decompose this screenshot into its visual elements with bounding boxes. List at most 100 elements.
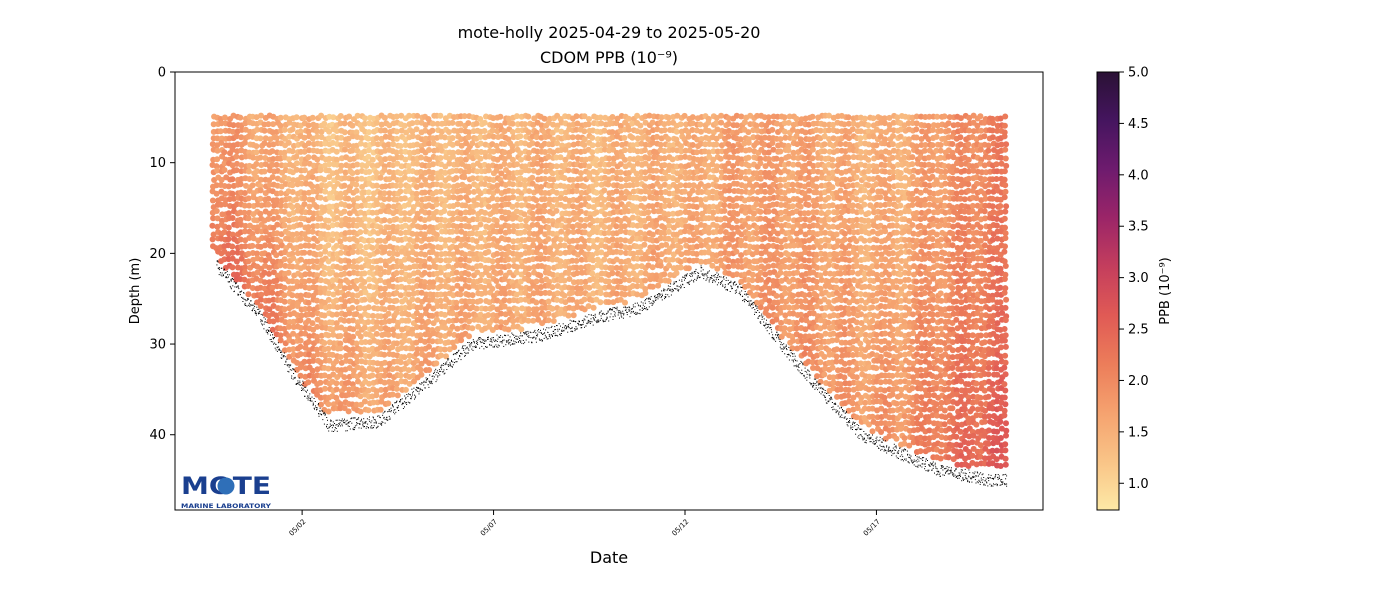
data-point xyxy=(561,175,568,182)
data-point xyxy=(350,217,357,224)
data-point xyxy=(426,360,433,367)
data-point xyxy=(761,235,768,242)
data-point xyxy=(493,222,500,229)
data-point xyxy=(257,183,264,189)
data-point xyxy=(641,195,648,202)
data-point xyxy=(409,208,416,214)
data-point xyxy=(270,303,277,309)
data-point xyxy=(825,194,832,201)
data-point xyxy=(537,272,544,279)
data-point xyxy=(373,392,380,399)
data-point xyxy=(253,174,260,181)
data-point xyxy=(381,229,388,236)
data-point xyxy=(785,119,792,126)
data-point xyxy=(361,270,368,277)
data-point xyxy=(306,147,313,154)
data-point xyxy=(266,306,273,313)
data-point xyxy=(541,208,548,215)
data-point xyxy=(329,277,336,284)
data-point xyxy=(422,122,429,128)
data-point xyxy=(305,292,312,299)
data-point xyxy=(390,235,397,242)
data-point xyxy=(250,235,257,242)
data-point xyxy=(442,217,448,224)
data-point xyxy=(466,223,472,230)
data-point xyxy=(233,258,240,265)
data-point xyxy=(261,127,268,134)
data-point xyxy=(366,129,372,136)
data-point xyxy=(557,250,564,257)
data-point xyxy=(245,215,252,222)
data-point xyxy=(449,135,456,141)
data-point xyxy=(417,304,424,311)
data-point xyxy=(414,289,421,296)
data-point xyxy=(326,181,333,187)
data-point xyxy=(386,372,393,379)
data-point xyxy=(377,265,384,272)
data-point xyxy=(273,197,280,204)
data-point xyxy=(473,201,480,208)
data-point xyxy=(301,114,308,121)
data-point xyxy=(317,359,324,366)
data-point xyxy=(477,311,484,318)
data-point xyxy=(405,367,412,374)
data-point xyxy=(466,183,473,190)
data-point xyxy=(517,133,524,140)
data-point xyxy=(401,256,408,263)
data-point xyxy=(345,135,352,142)
data-point xyxy=(329,351,336,358)
data-point xyxy=(825,319,832,326)
data-point xyxy=(517,216,524,223)
data-point xyxy=(397,372,404,379)
data-point xyxy=(374,305,381,312)
data-point xyxy=(757,160,764,167)
data-point xyxy=(477,277,484,284)
data-point xyxy=(418,360,425,367)
data-point xyxy=(453,317,460,324)
data-point xyxy=(341,405,348,412)
data-point xyxy=(225,210,232,217)
data-point xyxy=(282,202,289,209)
data-point xyxy=(253,161,260,167)
data-point xyxy=(443,353,449,360)
data-point xyxy=(218,139,225,146)
data-point xyxy=(317,251,324,258)
data-point xyxy=(386,190,393,197)
data-point xyxy=(381,196,388,203)
data-point xyxy=(409,230,416,237)
data-point xyxy=(325,217,332,224)
data-point xyxy=(310,357,317,364)
data-point xyxy=(749,188,756,195)
data-point xyxy=(281,306,288,313)
data-point xyxy=(361,373,368,380)
data-point xyxy=(270,156,277,162)
data-point xyxy=(726,187,733,194)
data-point xyxy=(302,306,309,312)
data-point xyxy=(429,175,436,182)
data-point xyxy=(533,299,540,306)
data-point xyxy=(477,190,484,197)
data-point xyxy=(741,119,748,126)
data-point xyxy=(358,351,365,358)
data-point xyxy=(581,222,588,229)
data-point xyxy=(590,304,597,311)
data-point xyxy=(789,203,796,210)
data-point xyxy=(493,324,500,331)
data-point xyxy=(569,289,576,296)
data-point xyxy=(730,231,736,238)
data-point xyxy=(445,339,452,346)
data-point xyxy=(649,119,656,126)
data-point xyxy=(470,197,477,204)
data-point xyxy=(389,255,396,262)
data-point xyxy=(501,141,508,147)
data-point xyxy=(453,175,460,181)
data-point xyxy=(697,121,704,128)
data-point xyxy=(545,236,552,242)
data-point xyxy=(442,291,449,298)
data-point xyxy=(281,149,288,156)
data-point xyxy=(337,113,344,119)
data-point xyxy=(277,202,284,209)
data-point xyxy=(269,326,276,333)
data-point xyxy=(605,278,612,285)
